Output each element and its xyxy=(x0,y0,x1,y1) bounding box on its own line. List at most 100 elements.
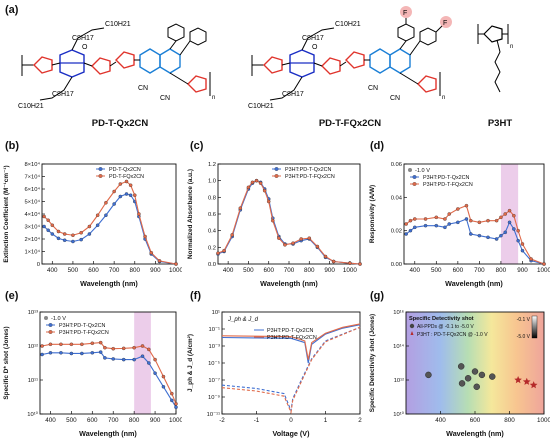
y-tick-label: 0.04 xyxy=(391,195,403,201)
legend-label: P3HT:PD-T-Qx2CN xyxy=(267,328,314,334)
x-tick-label: 700 xyxy=(109,267,120,274)
data-point xyxy=(299,237,303,241)
x-tick-label: 1 xyxy=(324,417,328,424)
legend-label: P3HT:PD-T-FQx2CN xyxy=(59,330,109,336)
data-point xyxy=(90,341,95,346)
x-axis-label: Wavelength (nm) xyxy=(260,279,318,288)
p3ht-structure xyxy=(477,24,509,93)
y-tick-label: 10¹³ xyxy=(28,310,38,316)
data-point xyxy=(50,232,55,236)
data-point xyxy=(486,235,490,240)
data-point xyxy=(443,217,447,221)
data-point xyxy=(266,199,271,204)
data-point xyxy=(404,232,408,236)
legend-label: P3HT:PD-T-FQx2CN xyxy=(267,335,317,341)
data-point xyxy=(512,227,516,231)
x-axis-label: Wavelength (nm) xyxy=(445,279,503,288)
data-point xyxy=(516,228,520,233)
data-point xyxy=(315,244,320,249)
data-point xyxy=(128,193,133,198)
fluorine-highlight xyxy=(400,6,412,18)
data-point xyxy=(216,251,220,255)
annotation-label: J_ph & J_d xyxy=(227,317,259,323)
y-tick-label: 10⁻⁵ xyxy=(208,360,221,367)
polymer-1-structure xyxy=(21,23,211,101)
data-point xyxy=(132,345,136,350)
data-point xyxy=(423,223,428,228)
data-point xyxy=(529,257,533,261)
y-axis-label: Normalized Absorbance (a.u.) xyxy=(187,169,194,259)
x-tick-label: 800 xyxy=(304,267,315,274)
polymer-2-name: PD-T-FQx2CN xyxy=(318,118,382,129)
x-tick-label: 800 xyxy=(496,267,507,274)
cn-label: CN xyxy=(160,95,170,102)
sidechain-label: C10H21 xyxy=(105,21,131,28)
data-point xyxy=(71,239,75,244)
sidechain-label: C10H21 xyxy=(335,21,361,28)
x-tick-label: 700 xyxy=(108,417,119,424)
data-point xyxy=(118,194,123,199)
data-point xyxy=(434,215,439,220)
x-axis-label: Wavelength (nm) xyxy=(446,429,504,438)
legend-label: P3HT:PD-T-FQx2CN xyxy=(423,182,473,188)
data-point xyxy=(48,342,53,347)
x-tick-label: 900 xyxy=(150,267,161,274)
data-point xyxy=(413,217,417,221)
data-point xyxy=(250,180,255,185)
legend-label: All-PPDs @ -0.1 to -5.0 V xyxy=(417,324,474,330)
series-line-1 xyxy=(217,180,361,265)
x-tick-label: 1000 xyxy=(537,417,550,424)
data-point xyxy=(153,371,157,375)
data-point xyxy=(358,262,362,266)
data-point xyxy=(404,222,408,226)
data-point xyxy=(174,405,178,409)
data-point xyxy=(69,342,74,347)
x-tick-label: -1 xyxy=(254,417,260,424)
legend-label: P3HT:PD-T-FQx2CN xyxy=(285,174,335,180)
x-tick-label: 400 xyxy=(435,417,446,424)
o-label: O xyxy=(82,44,88,51)
quinoxaline-ring xyxy=(139,48,161,74)
data-point xyxy=(222,248,226,253)
y-tick-label: 10¹⁰ xyxy=(27,411,38,418)
sidechain-label: C8H17 xyxy=(302,35,324,42)
plot-frame xyxy=(39,311,177,415)
data-point xyxy=(80,351,84,356)
n-label: n xyxy=(442,95,445,101)
x-tick-label: 500 xyxy=(243,267,254,274)
x-tick-label: 600 xyxy=(87,417,98,424)
sidechain-label: C8H17 xyxy=(52,91,74,98)
cn-label: CN xyxy=(368,85,378,92)
data-point xyxy=(434,223,439,228)
data-point xyxy=(59,351,63,355)
x-tick-label: 600 xyxy=(453,267,464,274)
x-tick-label: 500 xyxy=(431,267,442,274)
thiophene-ring xyxy=(263,56,283,74)
o-label: O xyxy=(312,44,318,51)
series-line-2 xyxy=(221,323,361,360)
data-point xyxy=(48,351,53,355)
y-tick-label: 0.02 xyxy=(391,229,402,235)
data-point xyxy=(494,237,499,241)
data-point xyxy=(174,402,178,406)
legend-label: PD-T-Qx2CN xyxy=(109,167,141,173)
data-point xyxy=(137,212,141,216)
data-point xyxy=(464,217,469,221)
x-tick-label: 600 xyxy=(470,417,481,424)
y-tick-label: 7×10⁴ xyxy=(24,174,40,181)
data-point xyxy=(291,241,295,245)
data-point xyxy=(140,354,145,358)
data-point xyxy=(258,181,263,185)
y-tick-label: 1×10⁴ xyxy=(24,249,40,256)
data-point xyxy=(87,232,92,236)
legend-label: P3HT:PD-T-Qx2CN xyxy=(423,175,470,181)
spectrum-background xyxy=(406,312,544,414)
chart-title: Specific Detectivity shot xyxy=(409,316,474,322)
series-line-2 xyxy=(217,180,361,265)
data-point xyxy=(413,225,417,230)
data-point xyxy=(46,218,50,223)
thiophene-ring xyxy=(91,57,111,75)
panel-label-d: (d) xyxy=(370,140,385,152)
data-point xyxy=(469,218,473,223)
scatter-point xyxy=(457,363,465,370)
